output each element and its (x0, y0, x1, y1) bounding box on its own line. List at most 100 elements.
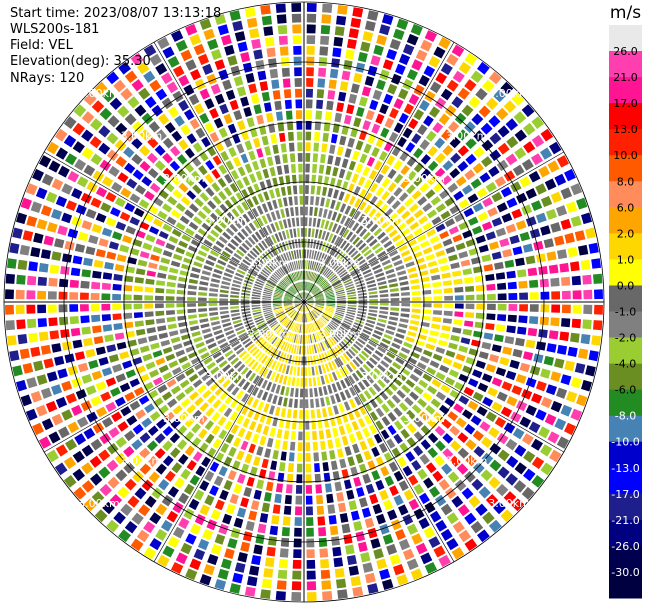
ppi-gate (285, 307, 294, 312)
ppi-gate (158, 230, 169, 240)
ppi-gate (300, 335, 302, 344)
ppi-gate (312, 261, 317, 271)
ppi-gate (263, 309, 272, 313)
ppi-gate (318, 537, 328, 547)
ppi-gate (220, 285, 230, 290)
ppi-gate (162, 223, 173, 233)
ppi-gate (337, 5, 348, 15)
ppi-gate (362, 378, 370, 388)
ppi-gate (262, 295, 272, 299)
ppi-gate (115, 122, 128, 135)
ppi-gate (357, 213, 366, 223)
ppi-gate (408, 498, 420, 511)
ppi-gate (337, 357, 344, 366)
ppi-gate (357, 311, 367, 315)
ppi-gate (285, 207, 290, 217)
ppi-gate (306, 13, 317, 23)
ppi-gate (193, 103, 205, 115)
ppi-gate (297, 228, 300, 237)
colorbar-swatch (609, 259, 642, 286)
ppi-gate (318, 343, 323, 352)
ppi-gate (330, 259, 337, 268)
ppi-gate (285, 320, 292, 328)
ppi-gate (198, 292, 207, 296)
ppi-gate (373, 367, 383, 377)
ppi-gate (499, 356, 510, 366)
ppi-gate (252, 291, 261, 295)
ppi-gate (237, 363, 246, 373)
ppi-gate (92, 422, 105, 434)
ppi-gate (354, 198, 362, 208)
ppi-gate (177, 425, 188, 436)
ppi-gate (476, 187, 488, 198)
ppi-gate (238, 265, 248, 272)
ppi-gate (264, 251, 272, 260)
ppi-gate (444, 218, 456, 228)
ppi-gate (315, 294, 324, 299)
ppi-gate (506, 197, 518, 208)
ppi-gate (457, 87, 470, 100)
ppi-gate (259, 181, 267, 191)
ppi-gate (363, 326, 373, 332)
ppi-gate (514, 147, 527, 160)
ppi-gate (439, 404, 450, 415)
ppi-gate (456, 129, 469, 141)
ppi-gate (314, 292, 323, 298)
ppi-gate (435, 250, 446, 258)
ppi-gate (293, 334, 297, 343)
ppi-gate (517, 326, 527, 335)
ppi-gate (343, 479, 352, 490)
ppi-gate (257, 322, 266, 328)
ppi-gate (135, 184, 146, 195)
ppi-gate (350, 329, 359, 336)
ppi-gate (474, 275, 484, 283)
ppi-gate (259, 413, 267, 423)
ppi-gate (243, 106, 252, 117)
ppi-gate (209, 316, 219, 321)
ppi-gate (547, 431, 560, 444)
ppi-gate (101, 417, 114, 428)
ppi-gate (344, 446, 352, 456)
ppi-gate (594, 304, 603, 315)
ppi-gate (119, 211, 131, 222)
colorbar-swatch (609, 415, 642, 443)
ppi-gate (302, 305, 304, 312)
ppi-gate (406, 69, 418, 81)
ppi-gate (294, 78, 302, 87)
ppi-gate (256, 278, 265, 284)
ppi-gate (271, 323, 280, 330)
ppi-gate (481, 436, 493, 448)
ppi-gate (275, 384, 281, 394)
ppi-gate (43, 358, 54, 369)
ppi-gate (381, 190, 390, 201)
ppi-gate (155, 88, 168, 101)
ppi-gate (263, 289, 273, 294)
ppi-gate (388, 461, 399, 473)
ppi-gate (301, 345, 304, 355)
ppi-gate (155, 503, 168, 516)
ppi-gate (307, 260, 311, 270)
ppi-gate (276, 429, 283, 439)
ppi-gate (356, 487, 365, 498)
ppi-gate (224, 44, 235, 56)
ppi-gate (305, 131, 312, 141)
ppi-gate (327, 406, 334, 417)
ppi-gate (435, 152, 446, 164)
ppi-gate (166, 378, 177, 388)
ppi-gate (251, 265, 260, 272)
ppi-gate (275, 111, 283, 121)
ppi-gate (514, 462, 527, 475)
ppi-gate (497, 466, 510, 479)
ppi-gate (253, 104, 262, 115)
ppi-gate (217, 568, 229, 580)
ppi-gate (169, 432, 181, 444)
ppi-gate (274, 361, 280, 371)
ppi-gate (480, 469, 493, 482)
ring-label: 3.00km (403, 412, 445, 425)
ppi-gate (304, 305, 307, 312)
ppi-gate (290, 286, 297, 294)
ppi-gate (395, 63, 406, 75)
ppi-gate (353, 343, 361, 351)
ppi-gate (521, 433, 534, 446)
ppi-gate (262, 342, 270, 351)
